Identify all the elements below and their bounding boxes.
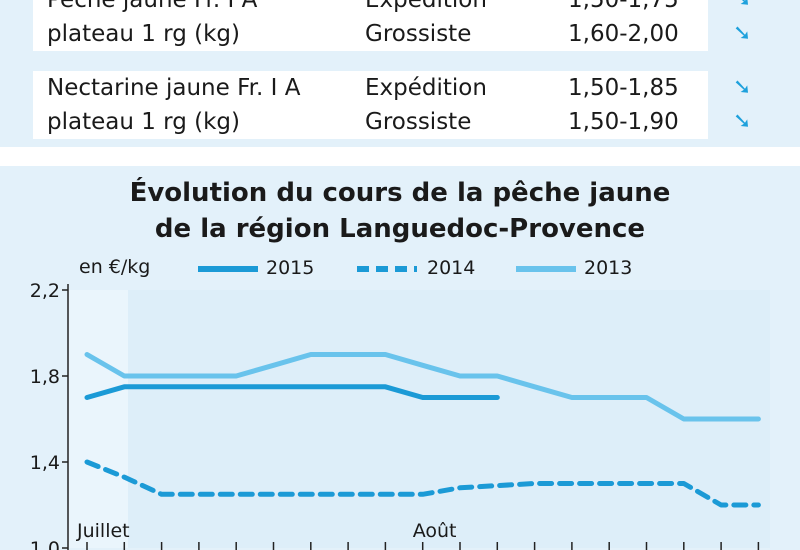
price-table: Pêche jaune Fr. I A plateau 1 rg (kg) Ex… <box>0 0 800 147</box>
market-stage: Grossiste <box>365 21 472 47</box>
arrow-down-right-icon: ➘ <box>733 21 752 46</box>
legend-label: 2015 <box>266 257 315 279</box>
month-label: Juillet <box>76 520 130 542</box>
plot-area <box>68 290 770 548</box>
price-range: 1,50-1,90 <box>568 109 679 135</box>
product-name: Pêche jaune Fr. I A <box>47 0 258 13</box>
series-line-2013 <box>84 352 761 422</box>
legend-swatch <box>516 266 576 272</box>
product-package: plateau 1 rg (kg) <box>47 21 241 47</box>
arrow-down-right-icon: ➘ <box>733 0 751 17</box>
arrow-down-right-icon: ➘ <box>733 75 752 100</box>
chart-subtitle: de la région Languedoc-Provence <box>154 214 646 244</box>
y-tick-label: 2,2 <box>30 280 60 302</box>
product-name: Nectarine jaune Fr. I A <box>47 75 301 101</box>
plot-band <box>68 290 128 548</box>
table-row: Pêche jaune Fr. I A plateau 1 rg (kg) Ex… <box>33 0 783 51</box>
legend-label: 2014 <box>427 257 476 279</box>
y-axis-unit: en €/kg <box>79 256 151 278</box>
price-range: 1,50-1,75 <box>568 0 679 13</box>
series-line-2015 <box>84 384 500 400</box>
table-row: Nectarine jaune Fr. I A plateau 1 rg (kg… <box>33 71 783 139</box>
legend-label: 2013 <box>584 257 633 279</box>
legend-swatch <box>198 266 258 272</box>
arrow-down-right-icon: ➘ <box>733 109 752 134</box>
series-line-2014 <box>84 459 761 508</box>
y-tick-label: 1,8 <box>30 366 60 388</box>
market-stage: Expédition <box>365 75 487 101</box>
product-package: plateau 1 rg (kg) <box>47 109 241 135</box>
month-label: Août <box>413 520 457 542</box>
y-tick-label: 1,4 <box>30 452 60 474</box>
price-range: 1,60-2,00 <box>568 21 679 47</box>
legend-swatch <box>357 266 417 272</box>
price-range: 1,50-1,85 <box>568 75 679 101</box>
market-stage: Grossiste <box>365 109 472 135</box>
y-tick-label: 1,0 <box>30 538 60 550</box>
chart-title: Évolution du cours de la pêche jaune <box>129 178 671 208</box>
market-stage: Expédition <box>365 0 487 13</box>
